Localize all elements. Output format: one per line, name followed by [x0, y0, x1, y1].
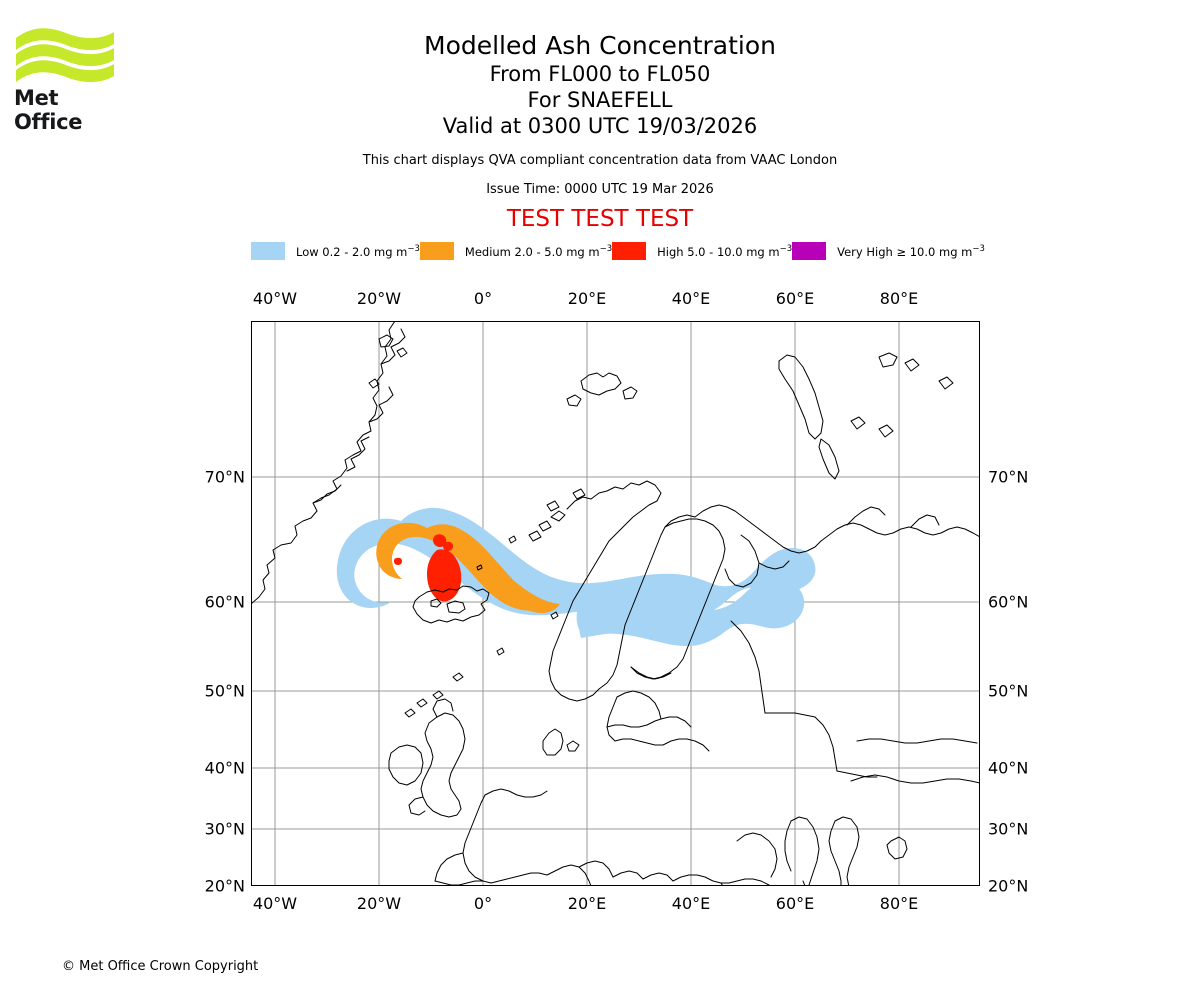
valid-time: Valid at 0300 UTC 19/03/2026 — [442, 114, 758, 138]
ash-plume-contours — [336, 507, 816, 647]
lat-tick-right-5: 20°N — [988, 876, 1029, 896]
lon-tick-top-5: 60°E — [775, 289, 815, 308]
legend-very-high-swatch — [792, 242, 827, 260]
plume-high-speck-iceland — [394, 557, 402, 565]
plume-high-contour — [427, 549, 462, 602]
legend-medium-swatch — [419, 242, 454, 260]
title-block: Modelled Ash Concentration From FL000 to… — [0, 0, 1200, 233]
qva-note: This chart displays QVA compliant concen… — [362, 153, 838, 168]
lon-tick-top-2: 0° — [473, 289, 493, 308]
test-banner: TEST TEST TEST — [506, 206, 694, 232]
ash-concentration-map — [251, 321, 980, 886]
legend-medium-exponent: −3 — [599, 243, 613, 254]
plume-high-speck-a — [433, 534, 447, 547]
flight-level-range: From FL000 to FL050 — [489, 62, 711, 86]
lon-tick-top-0: 40°W — [252, 289, 298, 308]
lat-tick-right-0: 70°N — [988, 467, 1029, 487]
legend-low-swatch — [251, 242, 285, 260]
lon-tick-bot-0: 40°W — [252, 894, 298, 913]
lon-tick-bot-5: 60°E — [775, 894, 815, 913]
lat-tick-left-1: 60°N — [204, 592, 245, 612]
volcano-name: For SNAEFELL — [527, 88, 673, 112]
met-office-logo: Met Office — [14, 24, 124, 134]
legend-very-high-label: Very High ≥ 10.0 mg m−3 — [837, 243, 985, 259]
legend-high-exponent: −3 — [779, 243, 793, 254]
lat-tick-left-5: 20°N — [204, 876, 245, 896]
plume-high-speck-b — [443, 541, 453, 551]
lon-tick-top-3: 20°E — [567, 289, 607, 308]
lat-tick-right-3: 40°N — [988, 758, 1029, 778]
map-plot-area — [251, 321, 980, 886]
legend-low-label: Low 0.2 - 2.0 mg m−3 — [296, 243, 420, 259]
lat-tick-left-3: 40°N — [204, 758, 245, 778]
lat-tick-left-4: 30°N — [204, 819, 245, 839]
legend-high-label: High 5.0 - 10.0 mg m−3 — [657, 243, 793, 259]
lon-tick-top-4: 40°E — [671, 289, 711, 308]
lon-tick-bot-4: 40°E — [671, 894, 711, 913]
legend-medium: Medium 2.0 - 5.0 mg m−3 — [419, 242, 613, 260]
lon-tick-top-6: 80°E — [879, 289, 919, 308]
plume-low-baltic-hook — [579, 599, 666, 638]
legend-low-exponent: −3 — [407, 243, 420, 254]
copyright-text: © Met Office Crown Copyright — [62, 959, 259, 974]
legend-medium-label: Medium 2.0 - 5.0 mg m−3 — [464, 243, 613, 259]
lon-tick-bot-6: 80°E — [879, 894, 919, 913]
legend-very-high: Very High ≥ 10.0 mg m−3 — [792, 242, 985, 260]
lat-tick-right-2: 50°N — [988, 681, 1029, 701]
lat-tick-right-1: 60°N — [988, 592, 1029, 612]
legend-high: High 5.0 - 10.0 mg m−3 — [612, 242, 792, 260]
met-office-wave-mark — [16, 28, 114, 83]
legend-low: Low 0.2 - 2.0 mg m−3 — [251, 242, 420, 260]
page-title: Modelled Ash Concentration — [424, 31, 776, 60]
lon-tick-top-1: 20°W — [356, 289, 402, 308]
lon-tick-bot-3: 20°E — [567, 894, 607, 913]
lat-tick-left-2: 50°N — [204, 681, 245, 701]
lat-tick-left-0: 70°N — [204, 467, 245, 487]
lat-tick-right-4: 30°N — [988, 819, 1029, 839]
legend-high-swatch — [612, 242, 647, 260]
lon-tick-bot-1: 20°W — [356, 894, 402, 913]
lon-tick-bot-2: 0° — [473, 894, 493, 913]
issue-time: Issue Time: 0000 UTC 19 Mar 2026 — [486, 182, 714, 197]
concentration-legend: Low 0.2 - 2.0 mg m−3 Medium 2.0 - 5.0 mg … — [251, 241, 985, 261]
logo-wordmark: Met Office — [14, 86, 83, 134]
legend-very-high-exponent: −3 — [972, 243, 985, 254]
coastlines-and-borders — [251, 321, 980, 886]
plume-medium-tail — [499, 577, 560, 613]
